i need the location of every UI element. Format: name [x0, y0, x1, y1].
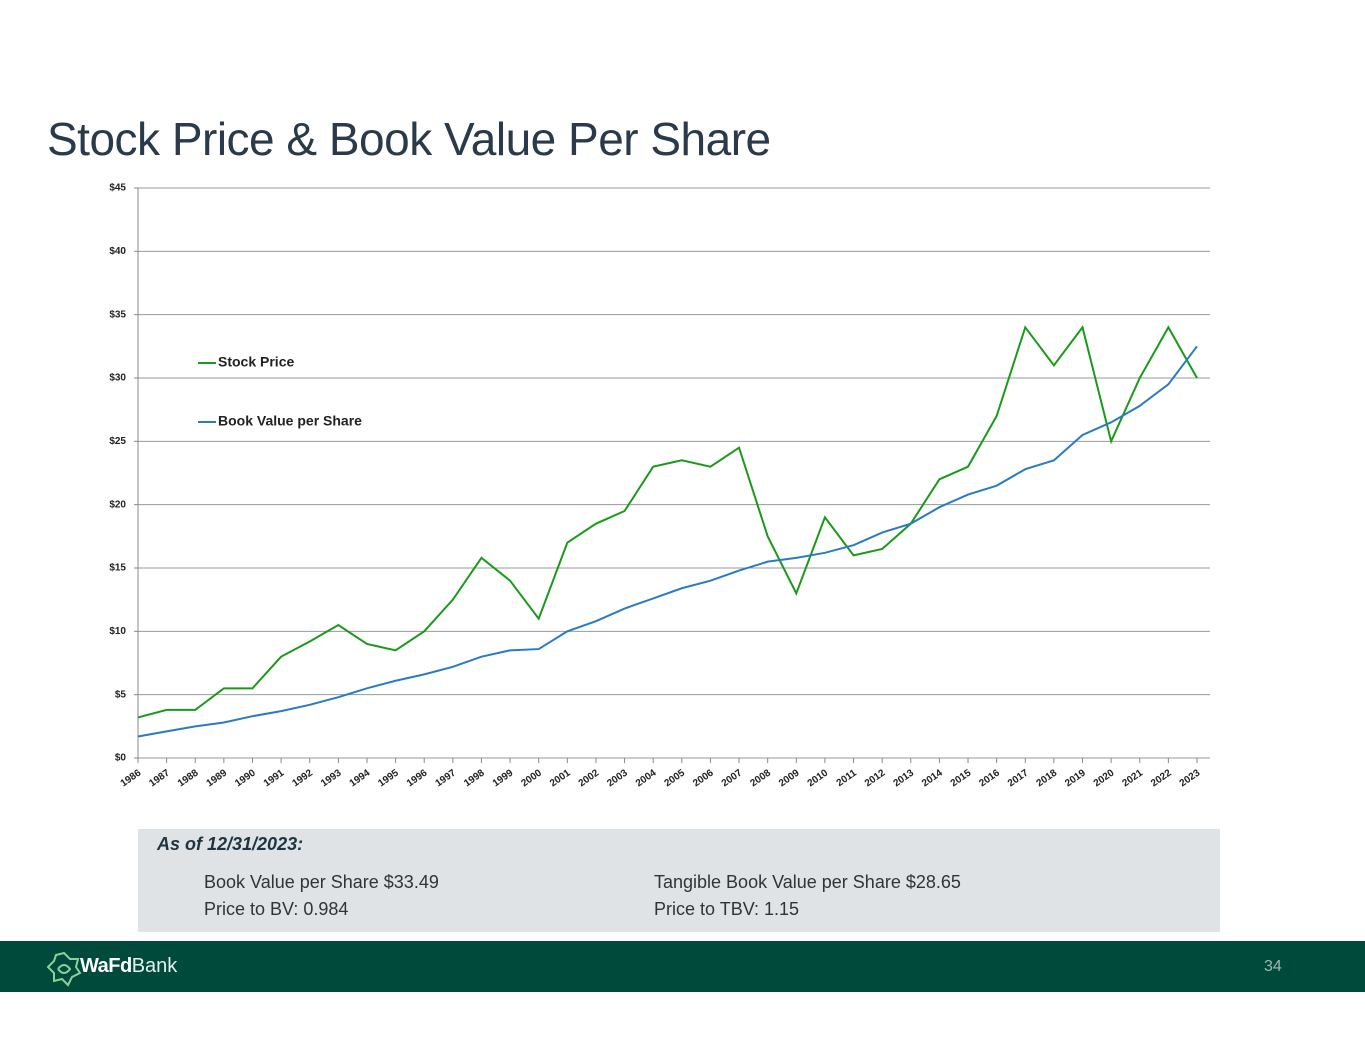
- y-tick-label: $15: [109, 563, 126, 574]
- series-line: [137, 325, 1198, 719]
- y-tick-label: $30: [109, 373, 126, 384]
- x-tick-label: 1996: [405, 767, 430, 789]
- x-tick-label: 1998: [462, 767, 487, 789]
- x-tick-label: 2015: [949, 767, 974, 789]
- y-tick-label: $40: [109, 246, 126, 257]
- note-item: Tangible Book Value per Share $28.65: [654, 872, 961, 892]
- x-tick-label: 1993: [319, 767, 344, 789]
- y-tick-label: $5: [115, 689, 127, 700]
- x-tick-label: 2021: [1120, 767, 1145, 789]
- y-tick-label: $10: [109, 626, 126, 637]
- footer: WaFdBank 34: [0, 941, 1365, 992]
- x-tick-label: 2006: [691, 767, 716, 789]
- x-tick-label: 2000: [519, 767, 544, 789]
- x-tick-label: 2016: [977, 767, 1002, 789]
- x-tick-label: 1997: [434, 767, 459, 789]
- x-tick-label: 2019: [1063, 767, 1088, 789]
- x-tick-label: 2004: [634, 767, 659, 789]
- x-tick-label: 2014: [920, 767, 945, 789]
- x-tick-label: 2020: [1092, 767, 1117, 789]
- x-tick-label: 2007: [720, 767, 745, 789]
- logo-icon: [46, 951, 82, 987]
- note-item: Price to BV: 0.984: [204, 899, 349, 919]
- x-tick-label: 2018: [1035, 767, 1060, 789]
- y-tick-label: $20: [109, 499, 126, 510]
- x-tick-label: 1995: [376, 767, 401, 789]
- series-line: [137, 345, 1198, 738]
- slide-title: Stock Price & Book Value Per Share: [47, 113, 771, 165]
- legend-label: Stock Price: [218, 354, 294, 370]
- x-tick-label: 1986: [119, 767, 144, 789]
- x-tick-label: 2017: [1006, 767, 1031, 789]
- y-tick-label: $45: [109, 183, 126, 194]
- x-tick-label: 1992: [290, 767, 315, 789]
- x-tick-label: 1989: [205, 767, 230, 789]
- logo-bold: WaFd: [80, 955, 132, 977]
- y-tick-label: $0: [115, 753, 127, 764]
- x-tick-label: 1999: [491, 767, 516, 789]
- page-number: 34: [1264, 958, 1282, 975]
- note-item: Price to TBV: 1.15: [654, 899, 800, 919]
- x-tick-label: 2009: [777, 767, 802, 789]
- x-tick-label: 2012: [863, 767, 888, 789]
- y-tick-label: $25: [109, 436, 126, 447]
- logo: WaFdBank: [80, 955, 177, 978]
- note-box: As of 12/31/2023: Book Value per Share $…: [138, 829, 1220, 932]
- logo-light: Bank: [131, 955, 178, 977]
- x-tick-label: 2008: [748, 767, 773, 789]
- x-tick-label: 2023: [1178, 767, 1203, 789]
- x-tick-label: 2022: [1149, 767, 1174, 789]
- note-heading: As of 12/31/2023:: [157, 834, 304, 854]
- x-tick-label: 2003: [605, 767, 630, 789]
- note-item: Book Value per Share $33.49: [204, 872, 439, 892]
- x-tick-label: 1988: [176, 767, 201, 789]
- x-tick-label: 2013: [891, 767, 916, 789]
- x-tick-label: 2001: [548, 767, 573, 789]
- x-tick-label: 1990: [233, 767, 258, 789]
- chart: $0 $5 $10 $15 $20 $25 $30 $35 $40 $45 1986 1987 1988…: [109, 183, 1210, 789]
- x-tick-label: 2010: [806, 767, 831, 789]
- x-tick-label: 1987: [147, 767, 172, 789]
- x-tick-label: 1991: [262, 767, 287, 789]
- legend-label: Book Value per Share: [218, 413, 362, 429]
- x-tick-label: 2011: [835, 767, 859, 789]
- x-tick-label: 2002: [577, 767, 602, 789]
- x-tick-label: 2005: [663, 767, 688, 789]
- x-tick-label: 1994: [348, 767, 373, 789]
- y-tick-label: $35: [109, 309, 126, 320]
